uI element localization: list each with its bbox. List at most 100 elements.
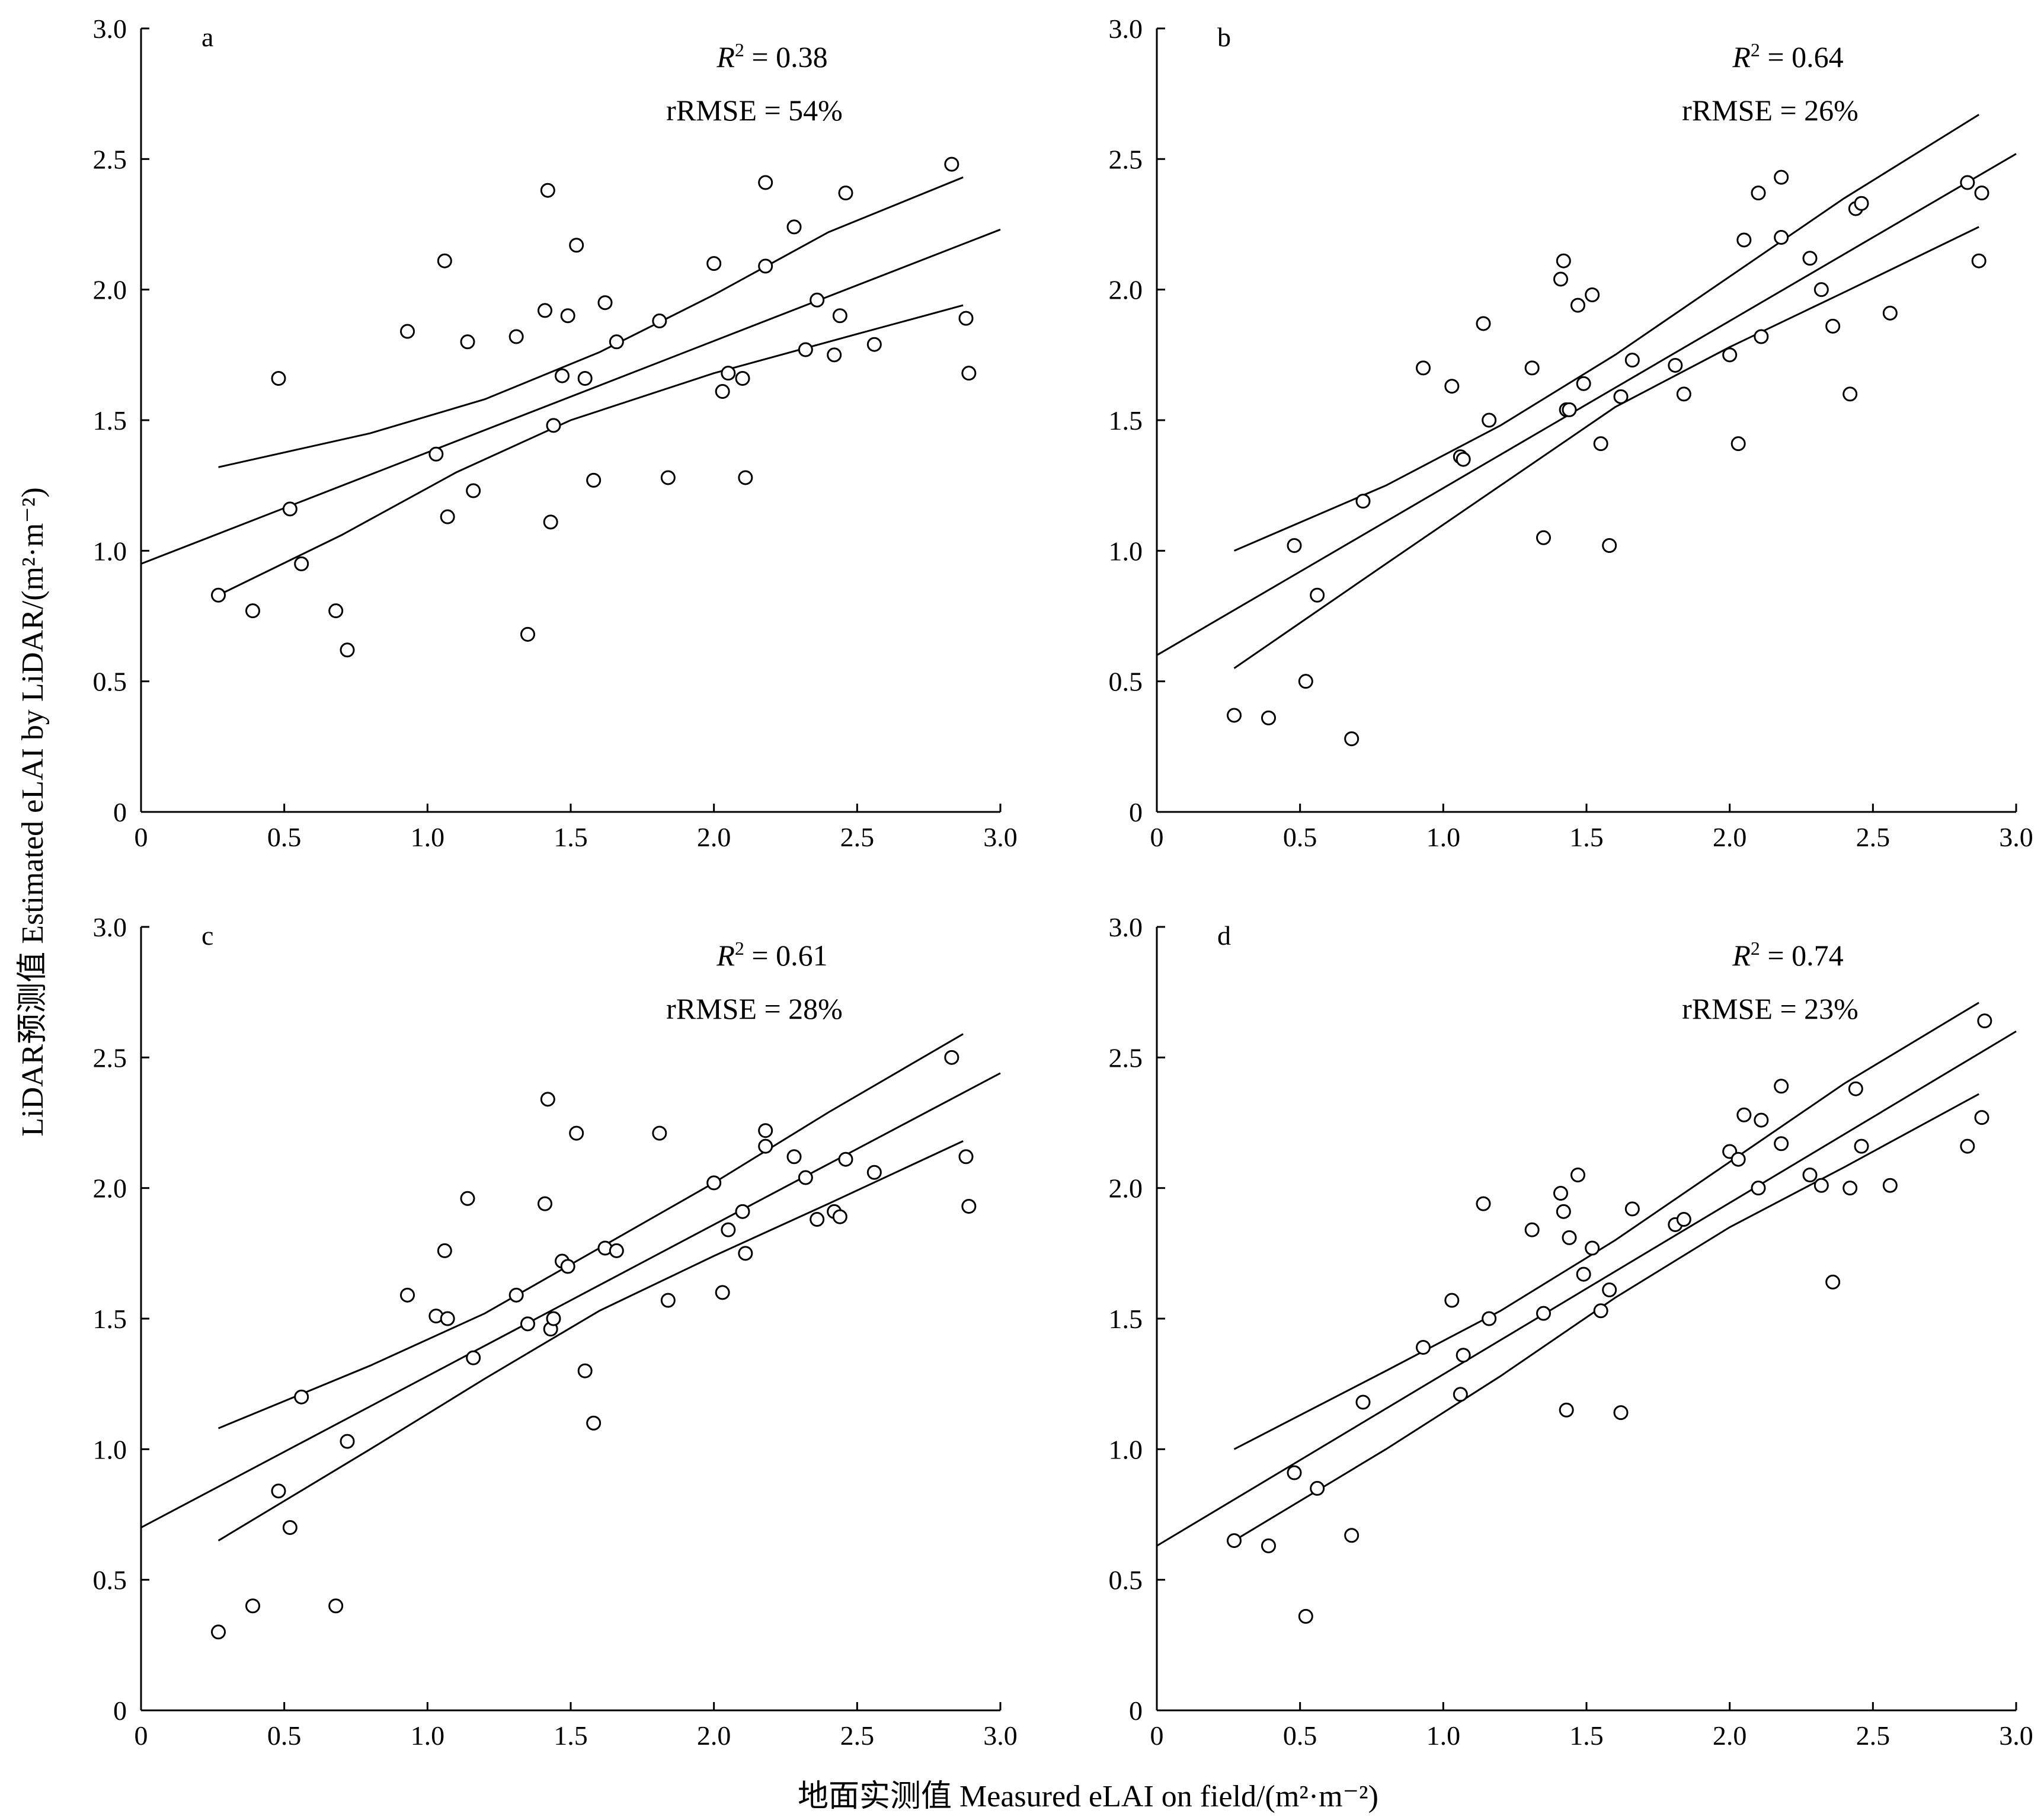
y-tick-label: 2.0 <box>93 1173 127 1204</box>
y-tick-label: 3.0 <box>93 912 127 942</box>
data-point <box>758 258 773 274</box>
x-tick-label: 1.0 <box>1426 822 1461 852</box>
data-point <box>1585 287 1600 302</box>
data-point <box>1576 376 1591 391</box>
y-tick-label: 0.5 <box>1109 1565 1143 1595</box>
data-point <box>1287 538 1302 554</box>
data-point <box>1754 329 1769 344</box>
data-point <box>1825 1274 1841 1290</box>
data-point <box>1668 357 1683 373</box>
data-point <box>721 1222 736 1237</box>
data-point <box>961 1199 977 1214</box>
x-tick-label: 3.0 <box>1999 1720 2033 1751</box>
data-point <box>586 1415 602 1431</box>
data-point <box>758 1138 773 1154</box>
confidence-lower-line <box>217 304 964 596</box>
data-point <box>245 603 260 619</box>
data-point <box>738 1246 753 1261</box>
regression-line <box>1156 153 2017 656</box>
data-point <box>1971 253 1987 268</box>
confidence-lower-line <box>1233 1093 1979 1541</box>
data-point <box>866 337 882 352</box>
y-tick-label: 0.5 <box>93 667 127 697</box>
data-point <box>1774 1136 1789 1152</box>
data-point <box>520 626 535 642</box>
r-squared-label: R2 = 0.61 <box>716 938 827 972</box>
data-point <box>810 1212 825 1227</box>
data-point <box>466 483 481 498</box>
chart-panel-c: 0 0.5 1.0 1.5 2.0 2.5 3.0 0 0.5 1.0 1.5 2.0 2.5 3.0 c R… <box>93 912 1018 1751</box>
data-point <box>245 1598 260 1614</box>
confidence-upper-line <box>218 176 964 468</box>
data-point <box>1310 1480 1325 1496</box>
data-point <box>1570 1168 1585 1183</box>
y-tick-label: 2.0 <box>1109 275 1143 305</box>
data-point <box>652 1125 667 1141</box>
rrmse-label: rRMSE = 28% <box>666 992 843 1025</box>
data-point <box>735 370 750 386</box>
data-point <box>460 334 475 350</box>
panel-label: d <box>1217 920 1231 951</box>
data-point <box>944 156 959 172</box>
data-point <box>508 329 524 344</box>
data-point <box>543 514 558 530</box>
x-tick-label: 2.5 <box>1856 1720 1891 1751</box>
regression-line <box>140 1072 1001 1528</box>
data-point <box>866 1165 882 1180</box>
data-point <box>786 1149 802 1165</box>
data-point <box>1676 1212 1691 1227</box>
data-point <box>1754 1112 1769 1128</box>
data-point <box>340 642 355 658</box>
chart-panel-d: 0 0.5 1.0 1.5 2.0 2.5 3.0 0 0.5 1.0 1.5 2.0 2.5 3.0 d R… <box>1109 912 2033 1751</box>
data-point <box>282 501 298 517</box>
confidence-upper-line <box>1233 114 1979 552</box>
data-point <box>1736 1107 1752 1122</box>
data-point <box>1774 1079 1789 1094</box>
y-tick-label: 2.5 <box>93 144 127 174</box>
y-tick-label: 2.0 <box>1109 1173 1143 1204</box>
data-point <box>440 509 455 524</box>
y-tick-label: 1.5 <box>1109 405 1143 436</box>
data-point <box>715 384 730 399</box>
confidence-lower-line <box>1233 226 1979 669</box>
data-point <box>546 418 561 433</box>
data-point <box>1227 708 1242 723</box>
data-point <box>1553 271 1568 287</box>
data-point <box>1813 282 1829 298</box>
data-point <box>652 314 667 329</box>
data-point <box>1730 1152 1746 1167</box>
data-point <box>961 366 977 381</box>
y-tick-label: 0.5 <box>93 1565 127 1595</box>
data-point <box>706 256 722 271</box>
x-tick-label: 1.5 <box>554 1720 588 1751</box>
x-tick-label: 0 <box>1150 1720 1164 1751</box>
rrmse-label: rRMSE = 54% <box>666 94 843 127</box>
data-point <box>1444 1293 1460 1308</box>
data-point <box>1974 185 1989 201</box>
x-tick-label: 1.5 <box>1569 1720 1604 1751</box>
y-tick-label: 1.0 <box>93 1434 127 1464</box>
data-point <box>1344 731 1360 747</box>
data-point <box>540 183 555 198</box>
data-point <box>328 603 344 619</box>
data-point <box>1825 318 1841 334</box>
data-point <box>715 1285 730 1300</box>
data-point <box>569 1125 584 1141</box>
data-point <box>1556 1204 1571 1219</box>
x-tick-label: 0 <box>135 1720 148 1751</box>
data-point <box>1624 353 1640 368</box>
y-tick-label: 0 <box>113 1696 127 1726</box>
x-tick-label: 1.0 <box>411 1720 445 1751</box>
y-tick-label: 2.0 <box>93 275 127 305</box>
data-point <box>1416 360 1431 376</box>
x-tick-label: 0 <box>135 822 148 852</box>
data-point <box>466 1350 481 1365</box>
panel-label: b <box>1217 22 1231 52</box>
data-point <box>538 303 552 318</box>
data-point <box>1602 538 1617 554</box>
data-point <box>328 1598 344 1614</box>
data-point <box>1476 316 1491 331</box>
data-point <box>1774 169 1789 185</box>
data-point <box>810 292 825 308</box>
